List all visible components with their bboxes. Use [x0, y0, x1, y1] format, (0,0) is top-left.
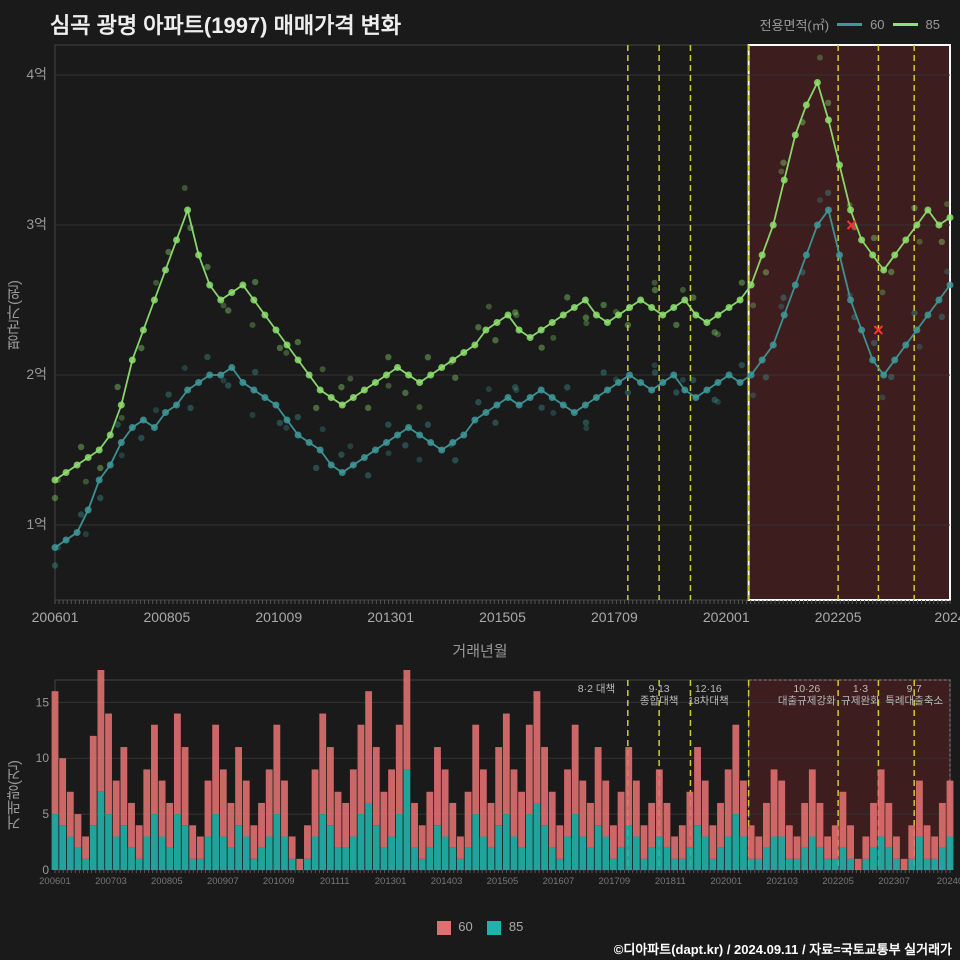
- svg-text:201403: 201403: [431, 876, 463, 887]
- svg-text:3억: 3억: [26, 216, 47, 232]
- svg-text:9·7: 9·7: [907, 683, 922, 695]
- price-chart: 1억 2억 3억 4억 200601 200805 201009 201301 201505 20…: [0, 0, 960, 640]
- svg-text:0: 0: [42, 863, 49, 877]
- svg-text:201709: 201709: [599, 876, 631, 887]
- svg-text:201811: 201811: [655, 876, 686, 887]
- svg-text:9·13: 9·13: [649, 683, 670, 695]
- svg-text:202205: 202205: [822, 876, 854, 887]
- svg-text:2024: 2024: [934, 609, 960, 625]
- svg-text:201301: 201301: [367, 609, 414, 625]
- svg-text:202205: 202205: [815, 609, 862, 625]
- svg-text:18차대책: 18차대책: [688, 695, 729, 707]
- svg-text:201505: 201505: [487, 876, 519, 887]
- svg-text:202001: 202001: [703, 609, 750, 625]
- svg-text:201505: 201505: [479, 609, 526, 625]
- svg-text:200601: 200601: [39, 876, 71, 887]
- svg-text:201111: 201111: [320, 876, 350, 887]
- svg-text:201709: 201709: [591, 609, 638, 625]
- svg-text:15: 15: [36, 695, 50, 709]
- volume-chart: 0 5 10 15 200601 200703 200805 200907 201009 2011…: [0, 670, 960, 900]
- bottom-legend: 60 85: [0, 919, 960, 935]
- svg-text:1·3: 1·3: [853, 683, 868, 695]
- svg-text:종합대책: 종합대책: [640, 695, 679, 707]
- bar-swatch-85: [487, 921, 501, 935]
- svg-text:200907: 200907: [207, 876, 239, 887]
- chart-container: 심곡 광명 아파트(1997) 매매가격 변화 전용면적(㎡) 60 85 평균…: [0, 0, 960, 960]
- svg-text:대출규제강화: 대출규제강화: [778, 695, 836, 707]
- svg-text:20240: 20240: [937, 876, 960, 887]
- svg-text:202307: 202307: [878, 876, 910, 887]
- svg-text:200805: 200805: [144, 609, 191, 625]
- x-axis-label-top: 거래년월: [0, 640, 960, 661]
- svg-text:201009: 201009: [255, 609, 302, 625]
- svg-text:200601: 200601: [32, 609, 79, 625]
- svg-text:201607: 201607: [543, 876, 575, 887]
- bar-swatch-60: [437, 921, 451, 935]
- bar-label-60: 60: [458, 919, 472, 934]
- svg-text:12·16: 12·16: [695, 683, 722, 695]
- svg-text:8·2 대책: 8·2 대책: [578, 683, 615, 695]
- svg-text:202001: 202001: [710, 876, 742, 887]
- svg-text:202103: 202103: [766, 876, 798, 887]
- bar-label-85: 85: [509, 919, 523, 934]
- svg-text:201009: 201009: [263, 876, 295, 887]
- svg-text:특례대출축소: 특례대출축소: [885, 695, 943, 707]
- svg-text:2억: 2억: [26, 366, 47, 382]
- footer-credit: ©디아파트(dapt.kr) / 2024.09.11 / 자료=국토교통부 실…: [614, 939, 952, 958]
- svg-text:200703: 200703: [95, 876, 127, 887]
- svg-text:201301: 201301: [375, 876, 407, 887]
- svg-text:5: 5: [42, 807, 49, 821]
- svg-text:10: 10: [36, 751, 50, 765]
- svg-text:규제완화: 규제완화: [841, 694, 880, 707]
- svg-text:200805: 200805: [151, 876, 183, 887]
- svg-text:1억: 1억: [26, 516, 47, 532]
- svg-text:10·26: 10·26: [793, 683, 820, 695]
- svg-text:4억: 4억: [26, 66, 47, 82]
